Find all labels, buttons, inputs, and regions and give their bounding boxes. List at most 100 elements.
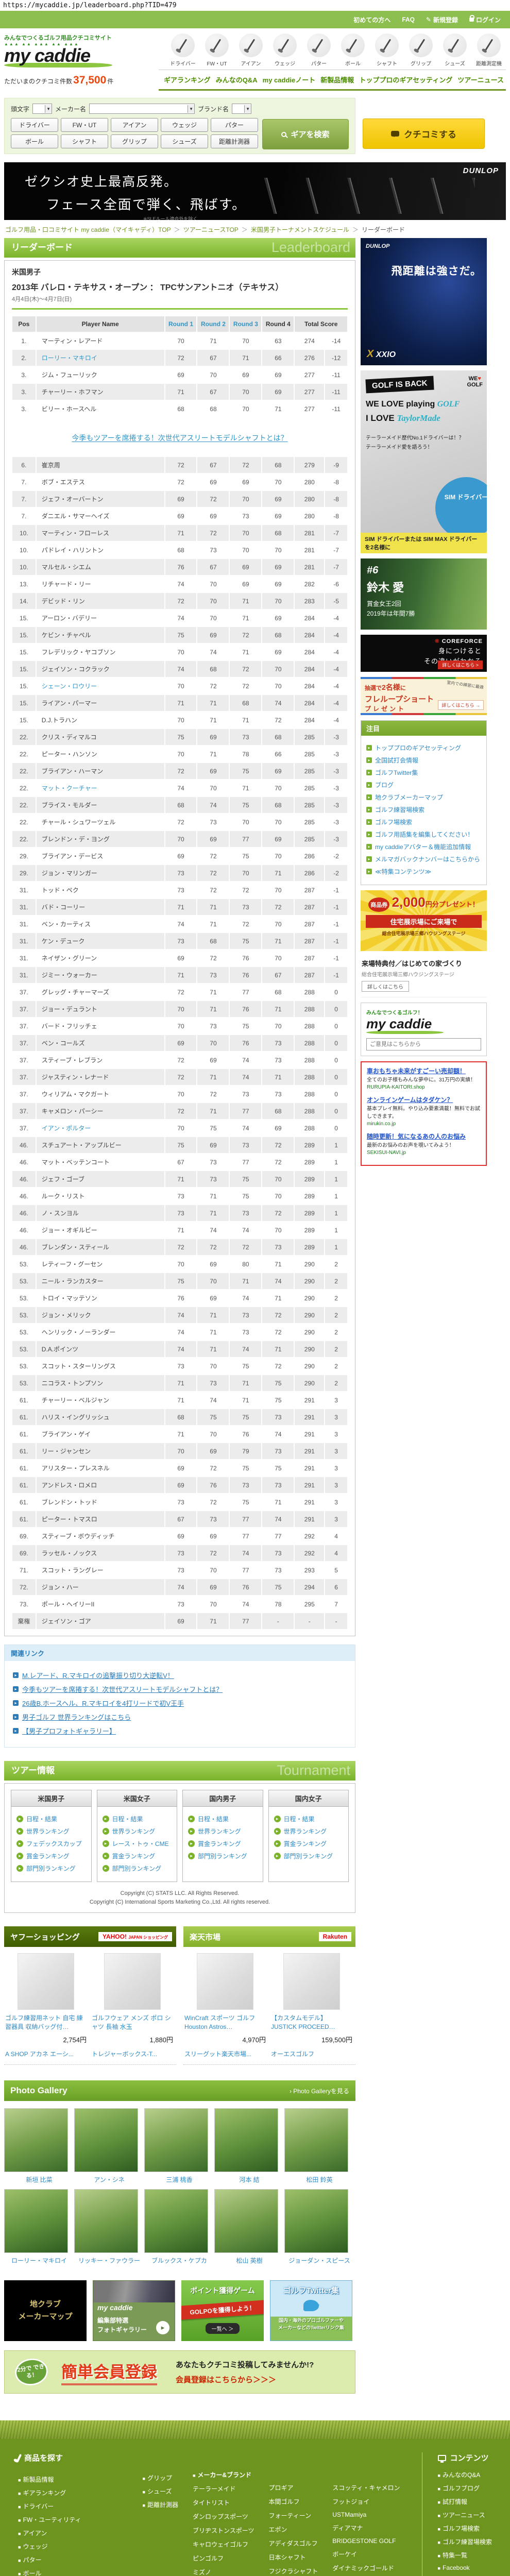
tour-link[interactable]: 部門別ランキング	[26, 1865, 76, 1872]
footer-brand-link[interactable]: スコッティ・キャメロン	[332, 2484, 400, 2492]
featured-link[interactable]: ゴルフ用語集を編集してください！	[375, 831, 474, 838]
player-name[interactable]: ビリー・ホースヘル	[36, 400, 165, 417]
player-name[interactable]: ヘンリック・ノーランダー	[36, 1324, 165, 1341]
product-seller[interactable]: オーエスゴルフ	[271, 2050, 315, 2058]
footer-brand-link[interactable]: 日本シャフト	[268, 2554, 306, 2561]
footer-brand-link[interactable]: ボーケイ	[332, 2551, 358, 2558]
player-photo[interactable]	[284, 2189, 348, 2253]
player-photo-cell[interactable]: 三浦 桃香	[144, 2108, 214, 2184]
footer-brand-link[interactable]: フットジョイ	[332, 2498, 370, 2505]
player-photo-cell[interactable]: ブルックス・ケプカ	[144, 2189, 214, 2265]
player-name[interactable]: リチャード・リー	[36, 575, 165, 592]
related-link[interactable]: M.レアード、R.マキロイの追撃振り切り大逆転V！	[22, 1672, 174, 1680]
player-name[interactable]: ルーク・リスト	[36, 1188, 165, 1205]
suzuki-ai-ad[interactable]: #6 鈴木 愛 賞金女王2回 2019年は年間7勝	[361, 558, 487, 630]
footer-link[interactable]: ■ ウェッジ	[18, 2543, 48, 2550]
player-name[interactable]: ブライアン・ゲイ	[36, 1426, 165, 1443]
footer-brand-link[interactable]: 本間ゴルフ	[268, 2498, 300, 2505]
player-name[interactable]: ブライス・モルダー	[36, 796, 165, 814]
gear-search-button[interactable]: ギアを検索	[262, 119, 349, 149]
player-photo-name[interactable]: 三浦 桃香	[166, 2176, 193, 2183]
inline-ad-link[interactable]: 今季もツアーを席捲する！次世代アスリートモデルシャフトとは？	[72, 434, 288, 442]
footer-brand-link[interactable]: エポン	[268, 2526, 287, 2533]
player-name[interactable]: ノ・スンヨル	[36, 1205, 165, 1222]
player-name[interactable]: クリス・ディマルコ	[36, 728, 165, 745]
product-seller[interactable]: トレジャーボックス-T...	[92, 2050, 158, 2058]
player-name[interactable]: スコット・ラングレー	[36, 1562, 165, 1579]
player-name[interactable]: アーロン・バデリー	[36, 609, 165, 626]
signup-link[interactable]: ✎ 新規登録	[426, 16, 458, 24]
category-filter-button[interactable]: ボール	[11, 134, 58, 148]
player-name[interactable]: マルセル・シエム	[36, 558, 165, 575]
tour-link[interactable]: 日程・結果	[283, 1816, 315, 1823]
footer-link[interactable]: ■ シューズ	[142, 2488, 172, 2495]
player-name[interactable]: ジェイソン・ゴア	[36, 1613, 165, 1630]
golf-twitter-tile[interactable]: ゴルフTwitter集 国内・海外のプロゴルファーや メーカーなどのTwitter…	[270, 2280, 352, 2341]
coreforce-ad[interactable]: ❋ COREFORCE 身につけるとその違いがわかる 詳しくはこちら >	[361, 635, 487, 672]
footer-link[interactable]: ■ 新製品情報	[18, 2476, 54, 2483]
featured-link[interactable]: ブログ	[375, 782, 394, 789]
featured-link[interactable]: メルマガバックナンバーはこちらから	[375, 856, 481, 863]
brand-select[interactable]: ▼	[232, 104, 252, 114]
related-link[interactable]: 男子ゴルフ 世界ランキングはこちら	[22, 1714, 131, 1721]
feedback-input[interactable]	[366, 1038, 481, 1050]
footer-link[interactable]: ■ パター	[18, 2556, 42, 2564]
category-nav-item[interactable]: ボール	[336, 33, 370, 67]
featured-link[interactable]: ゴルフTwitter集	[375, 769, 418, 776]
player-name[interactable]: ジョン・メリック	[36, 1307, 165, 1324]
player-photo-cell[interactable]: ローリー・マキロイ	[4, 2189, 74, 2265]
category-nav-item[interactable]: ウェッジ	[268, 33, 302, 67]
xxio-sidebar-ad[interactable]: DUNLOP 飛距離は強さだ。 X XXIO	[361, 238, 487, 365]
housing-detail-button[interactable]: 詳しくはこちら	[362, 981, 409, 992]
player-name[interactable]: ジョン・マリンガー	[36, 865, 165, 882]
tour-link[interactable]: 賞金ランキング	[26, 1853, 70, 1860]
player-photo-cell[interactable]: ジョーダン・スピース	[284, 2189, 354, 2265]
player-name[interactable]: ブレンドン・トッド	[36, 1494, 165, 1511]
xxio-banner-ad[interactable]: DUNLOP ゼクシオ史上最高反発。 フェース全面で弾く、飛ばす。 ※SLEルー…	[4, 162, 506, 220]
player-name[interactable]: ライアン・パーマー	[36, 694, 165, 711]
tour-link[interactable]: フェデックスカップ	[26, 1840, 82, 1848]
login-link[interactable]: ログイン	[469, 15, 501, 24]
category-filter-button[interactable]: シューズ	[161, 134, 208, 148]
category-nav-item[interactable]: アイアン	[234, 33, 268, 67]
category-nav-item[interactable]: シャフト	[370, 33, 404, 67]
player-name[interactable]: マット・クーチャー	[36, 779, 165, 796]
player-name[interactable]: ジェイソン・コクラック	[36, 660, 165, 677]
subnav-item[interactable]: 新製品情報	[320, 76, 354, 84]
category-nav-item[interactable]: FW・UT	[200, 33, 234, 67]
player-name[interactable]: トロイ・マッテソン	[36, 1290, 165, 1307]
footer-brand-link[interactable]: テーラーメイド	[192, 2485, 236, 2493]
player-name[interactable]: シェーン・ロウリー	[36, 677, 165, 694]
browser-url[interactable]: https://mycaddie.jp/leaderboard.php?TID=…	[0, 0, 510, 11]
footer-content-link[interactable]: ■ ゴルフ練習場検索	[437, 2538, 492, 2546]
footer-content-link[interactable]: ■ ゴルフ場検索	[437, 2525, 480, 2532]
category-nav-item[interactable]: グリップ	[404, 33, 438, 67]
subnav-item[interactable]: ツアーニュース	[457, 76, 504, 84]
footer-content-link[interactable]: ■ Facebook	[437, 2564, 470, 2571]
product-title[interactable]: WinCraft スポーツ ゴルフ Houston Astros…	[184, 2014, 256, 2030]
product-title[interactable]: 【カスタムモデル】 JUSTICK PROCEED…	[271, 2014, 335, 2030]
player-name[interactable]: ジャスティン・レナード	[36, 1069, 165, 1086]
player-photo[interactable]	[144, 2108, 208, 2172]
player-name[interactable]: ジェフ・オーバートン	[36, 490, 165, 507]
tour-link[interactable]: 部門別ランキング	[283, 1853, 333, 1860]
player-photo-name[interactable]: 新垣 比菜	[26, 2176, 53, 2183]
subnav-item[interactable]: ギアランキング	[164, 76, 211, 84]
footer-content-link[interactable]: ■ ツアーニュース	[437, 2512, 485, 2519]
category-filter-button[interactable]: 距離計測器	[211, 134, 258, 148]
category-nav-item[interactable]: 距離測定機	[472, 33, 506, 67]
player-name[interactable]: ジム・フューリック	[36, 366, 165, 383]
player-name[interactable]: マーティン・フローレス	[36, 524, 165, 541]
footer-link[interactable]: ■ 距離計測器	[142, 2501, 178, 2509]
footer-brand-link[interactable]: BRIDGESTONE GOLF	[332, 2537, 396, 2545]
coreforce-detail-button[interactable]: 詳しくはこちら >	[438, 660, 483, 669]
tour-link[interactable]: レース・トゥ・CME	[112, 1840, 169, 1848]
player-photo-name[interactable]: 河本 結	[239, 2176, 260, 2183]
category-filter-button[interactable]: FW・UT	[61, 118, 108, 132]
footer-link[interactable]: ■ グリップ	[142, 2475, 172, 2482]
footer-brand-link[interactable]: ブリヂストンスポーツ	[192, 2527, 254, 2534]
player-photo-cell[interactable]: リッキー・ファウラー	[74, 2189, 144, 2265]
col-round1[interactable]: Round 1	[164, 316, 197, 332]
housing-title[interactable]: 来場特典付／はじめての家づくり	[362, 960, 463, 968]
player-name[interactable]: ブライアン・デービス	[36, 848, 165, 865]
